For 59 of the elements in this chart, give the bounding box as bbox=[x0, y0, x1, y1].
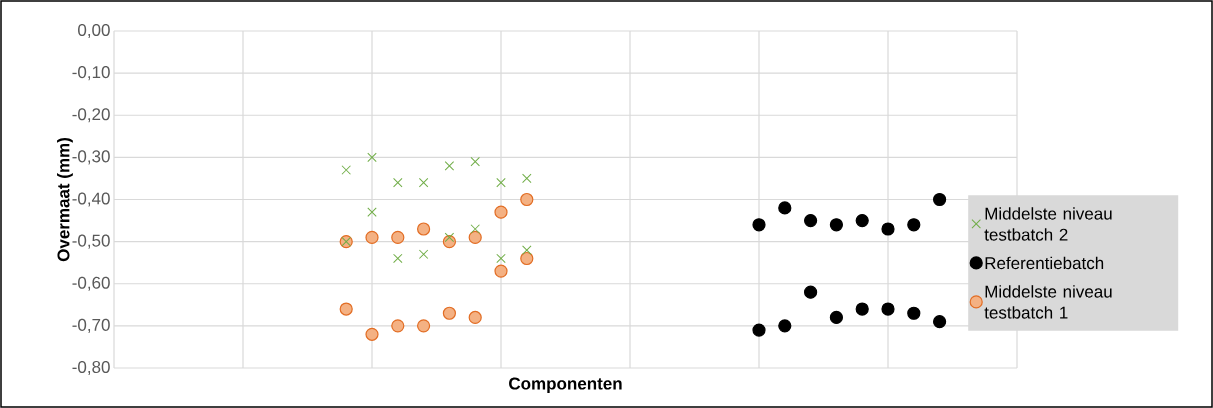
point bbox=[494, 205, 508, 219]
point bbox=[522, 245, 532, 255]
point bbox=[496, 253, 506, 264]
point bbox=[494, 264, 508, 278]
legend-label: Middelste niveau testbatch 1 bbox=[984, 285, 1112, 319]
point bbox=[444, 161, 455, 171]
point bbox=[933, 192, 947, 207]
point bbox=[470, 156, 480, 167]
point bbox=[442, 306, 456, 320]
point bbox=[391, 319, 405, 333]
point bbox=[881, 302, 895, 316]
point bbox=[417, 222, 431, 236]
point bbox=[907, 218, 921, 232]
point bbox=[522, 173, 532, 184]
point bbox=[365, 230, 379, 245]
point bbox=[933, 315, 947, 329]
point bbox=[470, 224, 480, 234]
point bbox=[752, 218, 766, 232]
point bbox=[367, 152, 377, 163]
y-tick-label: -0,20 bbox=[72, 108, 110, 123]
point bbox=[418, 177, 429, 188]
y-tick-label: -0,70 bbox=[72, 318, 110, 333]
point bbox=[341, 165, 351, 175]
point bbox=[444, 232, 455, 243]
point bbox=[855, 302, 869, 316]
point bbox=[468, 310, 482, 325]
point bbox=[365, 327, 379, 341]
y-tick-label: 0,00 bbox=[78, 23, 110, 39]
point bbox=[804, 213, 818, 228]
point bbox=[804, 285, 818, 299]
y-tick-label: -0,80 bbox=[72, 360, 110, 376]
point bbox=[393, 253, 403, 264]
point bbox=[417, 319, 431, 333]
legend-label: Referentiebatch bbox=[985, 256, 1104, 270]
y-tick-label: -0,10 bbox=[72, 66, 110, 81]
x-axis-title: Componenten bbox=[509, 377, 622, 393]
y-tick-label: -0,40 bbox=[72, 192, 110, 207]
point bbox=[778, 319, 792, 333]
y-axis-title: Overmaat (mm) bbox=[57, 138, 73, 262]
point bbox=[468, 230, 482, 245]
point bbox=[855, 213, 869, 228]
y-tick-label: -0,60 bbox=[72, 276, 110, 291]
point bbox=[829, 310, 843, 325]
point bbox=[418, 249, 429, 260]
y-tick-label: -0,30 bbox=[72, 150, 110, 165]
y-tick-label: -0,50 bbox=[72, 234, 110, 249]
point bbox=[907, 306, 921, 320]
point bbox=[778, 201, 792, 215]
point bbox=[520, 192, 534, 207]
point bbox=[339, 302, 353, 316]
point bbox=[881, 222, 895, 236]
legend-label: Middelste niveau testbatch 2 bbox=[984, 207, 1112, 241]
point bbox=[829, 218, 843, 232]
point bbox=[367, 207, 377, 217]
point bbox=[496, 177, 506, 188]
point bbox=[393, 177, 403, 188]
point bbox=[391, 230, 405, 245]
point bbox=[752, 323, 766, 337]
point bbox=[520, 251, 534, 266]
